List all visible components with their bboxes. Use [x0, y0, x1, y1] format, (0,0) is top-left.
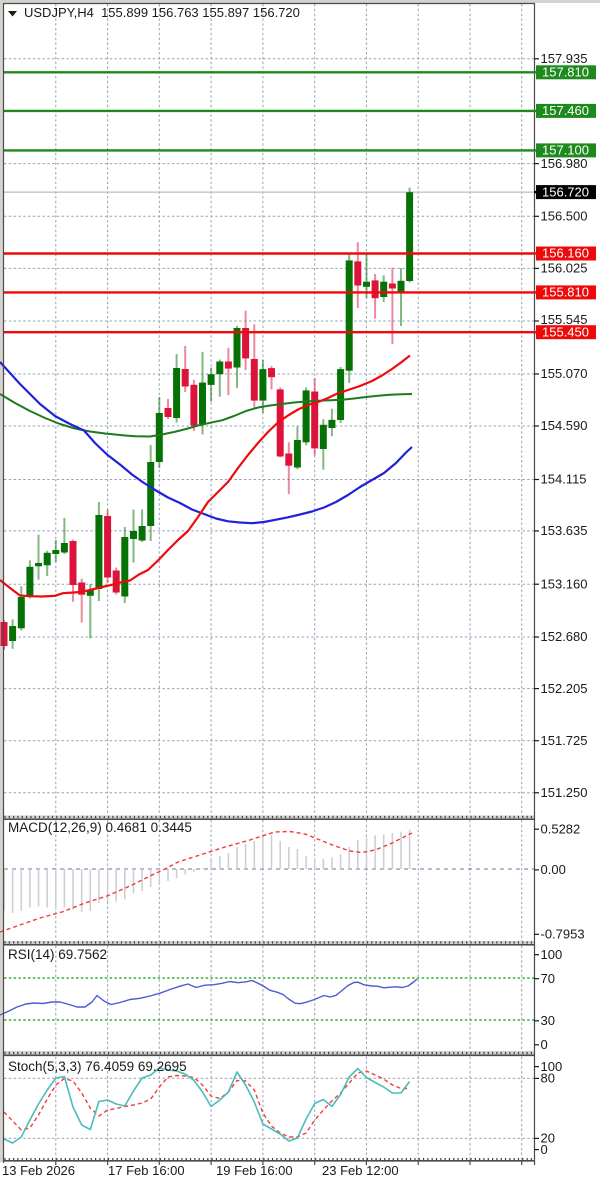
svg-text:30: 30: [541, 1013, 555, 1028]
svg-text:100: 100: [541, 947, 563, 962]
svg-text:155.070: 155.070: [541, 366, 588, 381]
svg-text:0.5282: 0.5282: [541, 821, 581, 836]
svg-text:156.980: 156.980: [541, 156, 588, 171]
svg-text:154.115: 154.115: [541, 472, 587, 487]
svg-text:155.545: 155.545: [541, 312, 588, 327]
svg-text:156.720: 156.720: [542, 184, 589, 199]
svg-text:153.160: 153.160: [541, 576, 588, 591]
svg-text:23 Feb 12:00: 23 Feb 12:00: [322, 1163, 399, 1178]
svg-text:157.935: 157.935: [541, 51, 588, 66]
svg-text:USDJPY,H4 155.899 156.763 155: USDJPY,H4 155.899 156.763 155.897 156.72…: [24, 5, 300, 20]
svg-text:0.00: 0.00: [541, 862, 566, 877]
svg-text:153.635: 153.635: [541, 523, 588, 538]
svg-text:156.500: 156.500: [541, 209, 588, 224]
svg-text:17 Feb 16:00: 17 Feb 16:00: [108, 1163, 185, 1178]
svg-text:154.590: 154.590: [541, 418, 588, 433]
svg-text:155.450: 155.450: [542, 324, 589, 339]
svg-text:MACD(12,26,9) 0.4681 0.3445: MACD(12,26,9) 0.4681 0.3445: [8, 820, 192, 835]
svg-text:0: 0: [541, 1037, 548, 1052]
svg-text:70: 70: [541, 971, 555, 986]
svg-text:156.025: 156.025: [541, 261, 588, 276]
svg-text:0: 0: [541, 1142, 548, 1157]
svg-text:RSI(14) 69.7562: RSI(14) 69.7562: [8, 947, 107, 962]
svg-text:155.810: 155.810: [542, 285, 589, 300]
svg-text:156.160: 156.160: [542, 246, 589, 261]
svg-text:157.810: 157.810: [542, 65, 589, 80]
svg-text:-0.7953: -0.7953: [541, 927, 585, 942]
svg-text:100: 100: [541, 1059, 563, 1074]
svg-text:19 Feb 16:00: 19 Feb 16:00: [216, 1163, 293, 1178]
svg-text:13 Feb 2026: 13 Feb 2026: [2, 1163, 75, 1178]
svg-text:152.680: 152.680: [541, 629, 588, 644]
svg-text:80: 80: [541, 1071, 555, 1086]
svg-text:152.205: 152.205: [541, 681, 588, 696]
svg-text:157.460: 157.460: [542, 103, 589, 118]
svg-text:Stoch(5,3,3) 76.4059 69.2695: Stoch(5,3,3) 76.4059 69.2695: [8, 1059, 187, 1074]
svg-text:20: 20: [541, 1131, 555, 1146]
svg-text:151.250: 151.250: [541, 785, 588, 800]
svg-text:151.725: 151.725: [541, 733, 588, 748]
svg-text:157.100: 157.100: [542, 143, 589, 158]
